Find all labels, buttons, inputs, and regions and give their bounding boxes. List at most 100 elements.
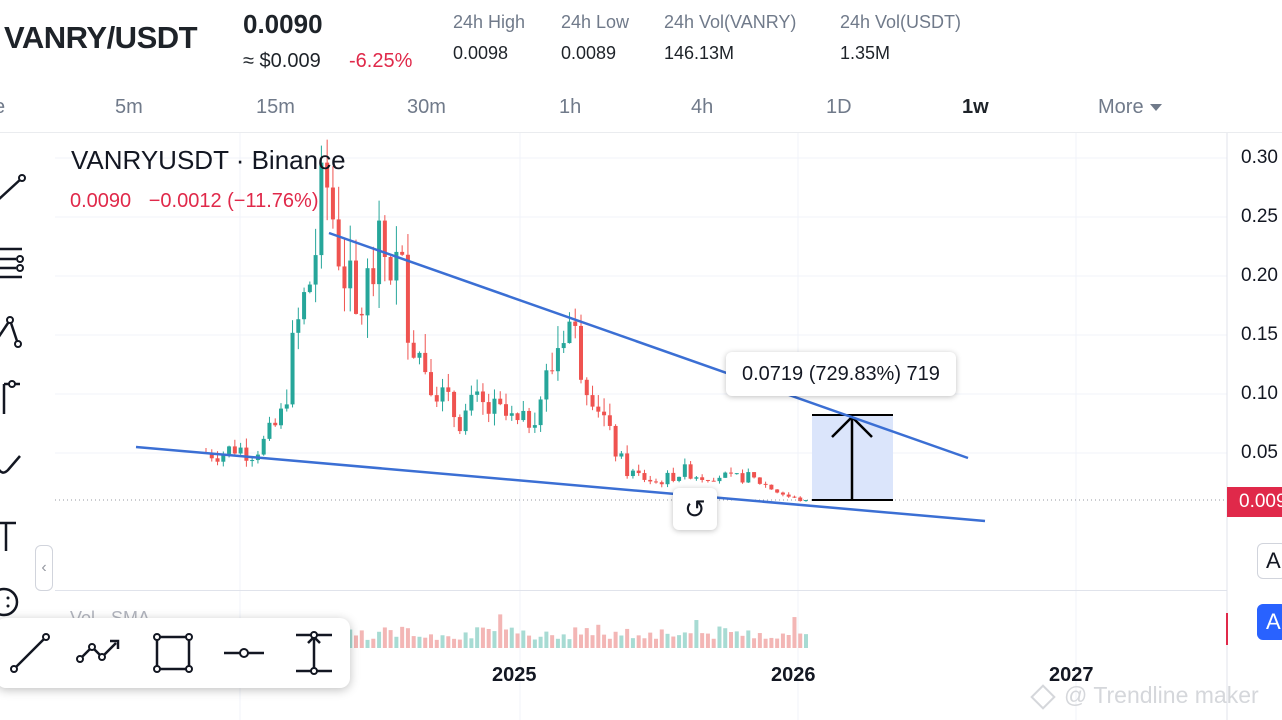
emoji-icon[interactable] [0, 582, 30, 622]
candle-body [527, 410, 532, 428]
candle-body [492, 398, 497, 414]
x-year-label: 2026 [771, 664, 816, 686]
volume-bar [515, 633, 520, 648]
candle-body [642, 473, 647, 480]
tf-1d[interactable]: 1D [826, 96, 852, 118]
candle-body [607, 415, 612, 426]
rectangle-icon[interactable] [149, 629, 197, 677]
volume-bar [532, 639, 537, 648]
text-tool-icon[interactable] [0, 515, 30, 555]
horizontal-lines-icon[interactable] [0, 243, 30, 283]
candle-body [296, 319, 301, 333]
candle-body [250, 460, 255, 462]
watermark: @ Trendline maker [1030, 682, 1259, 710]
candle-body [348, 260, 353, 289]
candle-body [307, 284, 312, 293]
volume-bar [705, 633, 710, 648]
volume-bar [555, 638, 560, 648]
pair-title[interactable]: VANRY/USDT [4, 20, 198, 55]
auto-scale-button[interactable]: A [1257, 543, 1282, 579]
volume-bar [665, 633, 670, 648]
volume-bar [584, 628, 589, 648]
tf-4h[interactable]: 4h [691, 96, 714, 118]
candle-body [452, 391, 457, 418]
volume-bar [423, 637, 428, 648]
volume-bar [700, 633, 705, 648]
price-chart[interactable] [0, 133, 1282, 720]
tf-5m[interactable]: 5m [115, 96, 143, 118]
auto-scale-active-button[interactable]: A [1257, 604, 1282, 640]
candle-body [665, 472, 670, 485]
candle-body [804, 500, 808, 502]
volume-bar [688, 633, 693, 648]
volume-bar [590, 635, 595, 648]
candle-body [302, 292, 307, 320]
candle-body [480, 391, 485, 403]
candle-body [648, 479, 653, 482]
y-tick: 0.15 [1241, 324, 1278, 345]
volume-bar [642, 638, 647, 648]
measure-tool-icon[interactable] [0, 376, 30, 416]
path-icon[interactable] [76, 629, 124, 677]
candle-body [515, 413, 520, 421]
stat-vol-quote-label: 24h Vol(USDT) [840, 12, 962, 32]
candle-body [769, 484, 774, 490]
volume-bar [630, 638, 635, 648]
candle-body [469, 394, 474, 411]
volume-bar [429, 634, 433, 648]
candle-body [342, 266, 347, 289]
volume-bar [434, 639, 439, 648]
tf-1h[interactable]: 1h [559, 96, 582, 118]
candle-body [486, 402, 491, 414]
reset-chart-button[interactable]: ↺ [673, 488, 717, 530]
volume-bar [677, 635, 682, 648]
tf-15m[interactable]: 15m [256, 96, 295, 118]
horizontal-ray-icon[interactable] [220, 629, 268, 677]
tf-more-button[interactable]: More [1098, 96, 1162, 119]
tf-30m[interactable]: 30m [407, 96, 446, 118]
chart-grid [55, 133, 1227, 720]
candle-body [740, 473, 745, 483]
candle-body [561, 343, 566, 349]
volume-bar [405, 628, 410, 648]
volume-bar [636, 635, 641, 648]
volume-bar [544, 631, 549, 648]
candle-body [723, 472, 728, 478]
volume-bar [457, 639, 462, 648]
volume-bar [498, 614, 503, 648]
date-price-range-icon[interactable] [292, 629, 340, 677]
volume-bar [348, 629, 353, 648]
pattern-tool-icon[interactable] [0, 312, 30, 352]
volume-bar [746, 630, 751, 648]
volume-bar [596, 624, 601, 648]
trend-line-icon[interactable] [6, 629, 54, 677]
timeframe-bar: e 5m 15m 30m 1h 4h 1D 1w More [0, 88, 1282, 130]
volume-bar [607, 638, 612, 648]
volume-bar [400, 626, 405, 648]
volume-bar [619, 635, 624, 648]
candle-body [325, 162, 330, 188]
volume-bar [411, 636, 416, 648]
trendline-tool-icon[interactable] [0, 168, 30, 208]
tf-1w[interactable]: 1w [962, 96, 989, 118]
candle-body [417, 352, 422, 358]
header-divider [0, 132, 1282, 133]
candle-body [521, 410, 526, 421]
volume-bar [573, 627, 578, 648]
candle-body [688, 464, 693, 479]
tf-partial[interactable]: e [0, 96, 5, 119]
volume-bar [504, 629, 508, 648]
chart-symbol-title[interactable]: VANRYUSDT · Binance [71, 145, 346, 175]
brush-tool-icon[interactable] [0, 442, 30, 482]
candlesticks [204, 139, 808, 502]
x-year-label: 2025 [492, 664, 537, 686]
collapse-toolbar-handle[interactable]: ‹ [35, 545, 53, 591]
candle-body [365, 268, 370, 316]
candle-body [625, 453, 630, 477]
candle-body [394, 251, 399, 281]
candle-body [215, 458, 220, 462]
upper-trendline [328, 231, 969, 460]
volume-bar [804, 634, 808, 648]
candle-body [400, 251, 405, 255]
volume-bar [463, 632, 468, 648]
